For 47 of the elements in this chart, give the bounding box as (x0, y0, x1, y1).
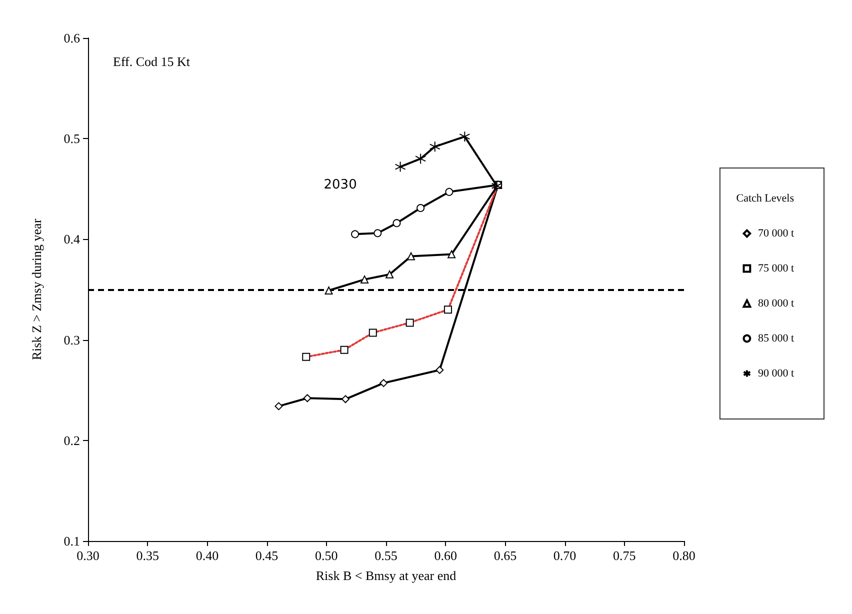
legend-label: 70 000 t (758, 228, 794, 240)
point (392, 219, 401, 228)
point (341, 395, 350, 404)
y-tick-label: 0.5 (64, 131, 80, 146)
x-tick-label: 0.80 (672, 548, 696, 563)
y-tick-label: 0.6 (64, 30, 80, 46)
point (415, 153, 426, 164)
annotation: 2030 (324, 177, 357, 192)
point (416, 204, 425, 212)
point (274, 402, 283, 410)
point (351, 230, 360, 238)
x-tick-label: 0.50 (315, 548, 338, 563)
legend-label: 75 000 t (758, 262, 794, 274)
point (459, 131, 470, 142)
y-tick-label: 0.1 (64, 534, 80, 548)
legend-label: 85 000 t (758, 332, 794, 344)
legend-label: 90 000 t (758, 368, 794, 380)
x-tick-label: 0.60 (434, 548, 457, 563)
point (448, 250, 456, 258)
point (445, 188, 454, 196)
point (374, 229, 382, 238)
y-tick-label: 0.2 (64, 432, 80, 448)
x-tick-label: 0.35 (136, 548, 159, 563)
y-axis-title: Risk Z > Zmsy during year (29, 218, 44, 360)
x-axis-title: Risk B < Bmsy at year end (316, 568, 457, 583)
point (429, 141, 440, 152)
point (303, 394, 312, 402)
text: Eff. Cod 15 Kt (113, 54, 190, 69)
x-tick-label: 0.70 (553, 548, 576, 563)
y-tick-label: 0.4 (64, 232, 80, 247)
x-tick-label: 0.65 (494, 548, 517, 563)
x-tick-label: 0.45 (255, 548, 278, 563)
point (491, 180, 502, 192)
legend-title: Catch Levels (736, 192, 794, 204)
point (436, 366, 444, 374)
point (360, 275, 369, 284)
x-tick-label: 0.30 (76, 548, 100, 563)
y-tick-label: 0.3 (64, 332, 80, 348)
point (386, 270, 394, 278)
legend-label: 80 000 t (758, 298, 794, 310)
point (324, 286, 333, 295)
x-tick-label: 0.40 (196, 548, 219, 563)
x-tick-label: 0.55 (374, 548, 398, 563)
point (380, 379, 388, 388)
point (407, 252, 416, 260)
x-tick-label: 0.75 (613, 548, 636, 563)
point (394, 161, 406, 172)
